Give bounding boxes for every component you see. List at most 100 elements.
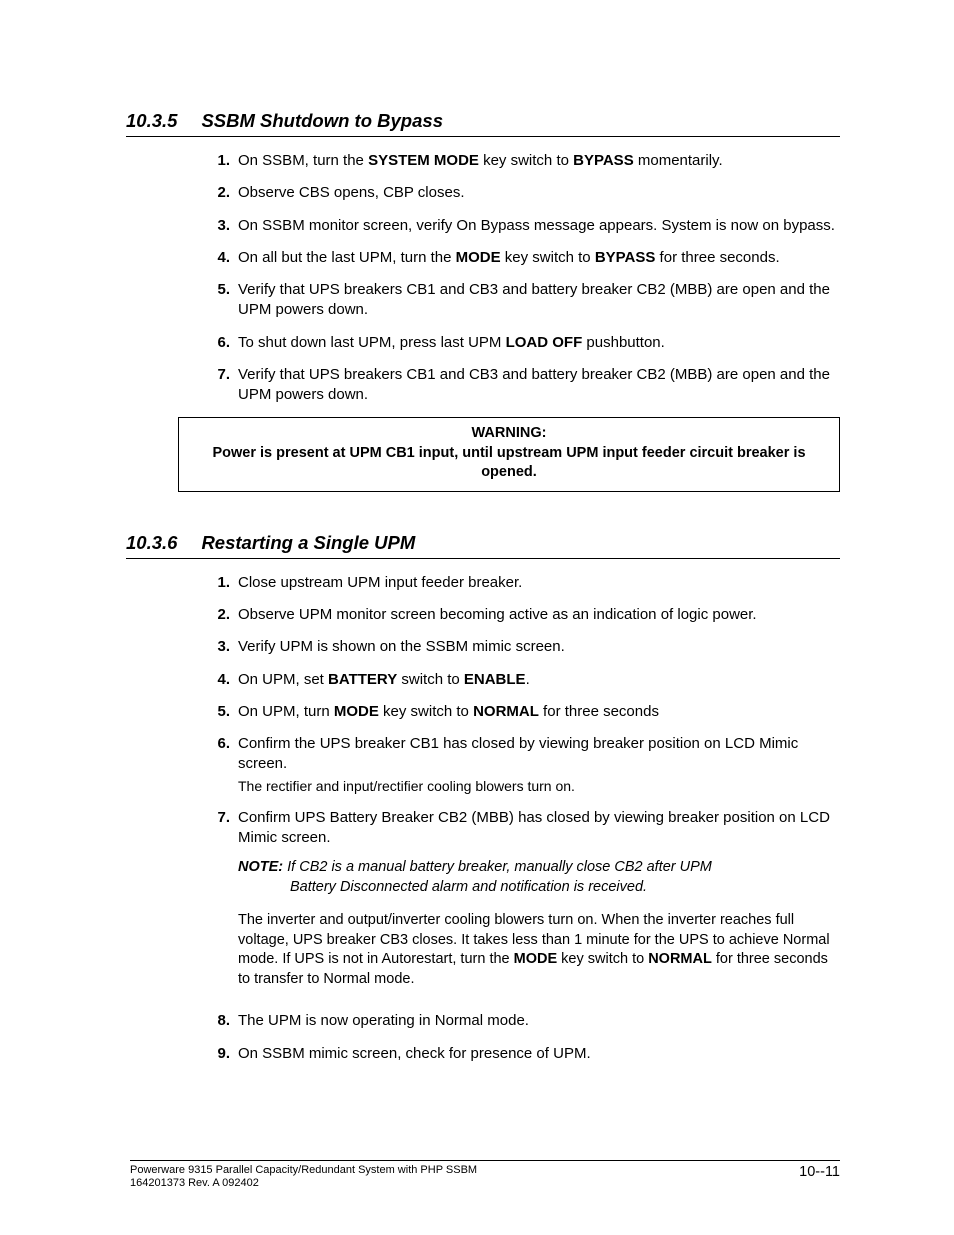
text-run: On UPM, turn [238,703,334,720]
item-text: Observe UPM monitor screen becoming acti… [238,605,840,625]
item-text: On UPM, turn MODE key switch to NORMAL f… [238,702,840,722]
section-heading-2: 10.3.6 Restarting a Single UPM [126,532,840,559]
item-text: On UPM, set BATTERY switch to ENABLE. [238,670,840,690]
text-run: NORMAL [648,951,712,967]
text-run: momentarily. [634,152,723,169]
text-run: On SSBM mimic screen, check for presence… [238,1045,591,1062]
section-number-1: 10.3.5 [126,110,177,132]
text-run: for three seconds [539,703,659,720]
text-run: Confirm UPS Battery Breaker CB2 (MBB) ha… [238,809,830,846]
text-run: On UPM, set [238,671,328,688]
section-number-2: 10.3.6 [126,532,177,554]
text-run: On all but the last UPM, turn the [238,249,456,266]
text-run: BATTERY [328,671,397,688]
item-number: 7. [206,365,230,406]
list-item: 4. On all but the last UPM, turn the MODE… [206,248,840,268]
item-number: 5. [206,280,230,321]
item-number: 6. [206,333,230,353]
item-subtext: The rectifier and input/rectifier coolin… [238,777,840,796]
item-text: The UPM is now operating in Normal mode. [238,1011,840,1031]
item-number: 3. [206,637,230,657]
text-run: key switch to [501,249,595,266]
item-number: 2. [206,605,230,625]
text-run: LOAD OFF [506,334,583,351]
text-run: Close upstream UPM input feeder breaker. [238,574,522,591]
list-item: 5. On UPM, turn MODE key switch to NORMAL… [206,702,840,722]
item-text: On SSBM, turn the SYSTEM MODE key switch… [238,151,840,171]
item-text: Verify UPM is shown on the SSBM mimic sc… [238,637,840,657]
text-run: MODE [456,249,501,266]
list-item: 8. The UPM is now operating in Normal mod… [206,1011,840,1031]
item-number: 3. [206,216,230,236]
page-footer: Powerware 9315 Parallel Capacity/Redunda… [130,1160,840,1192]
item-text: On SSBM mimic screen, check for presence… [238,1044,840,1064]
item-text: Verify that UPS breakers CB1 and CB3 and… [238,280,840,321]
text-run: The UPM is now operating in Normal mode. [238,1012,529,1029]
list-item: 2. Observe UPM monitor screen becoming ac… [206,605,840,625]
list-item: 2. Observe CBS opens, CBP closes. [206,183,840,203]
item-number: 6. [206,734,230,795]
item-number: 8. [206,1011,230,1031]
item-number: 1. [206,151,230,171]
footer-page: 10--11 [799,1164,840,1180]
item-text: Close upstream UPM input feeder breaker. [238,573,840,593]
text-run: Observe CBS opens, CBP closes. [238,184,465,201]
item-number: 2. [206,183,230,203]
text-run: key switch to [379,703,473,720]
item-number: 9. [206,1044,230,1064]
text-run: pushbutton. [582,334,665,351]
text-run: switch to [397,671,464,688]
text-run: ENABLE [464,671,526,688]
text-run: . [526,671,530,688]
item-number: 7. [206,808,230,1000]
note-block: NOTE: If CB2 is a manual battery breaker… [238,858,840,897]
list-item: 9. On SSBM mimic screen, check for presen… [206,1044,840,1064]
text-run: Verify that UPS breakers CB1 and CB3 and… [238,281,830,318]
text-run: Verify UPM is shown on the SSBM mimic sc… [238,638,565,655]
item-text: To shut down last UPM, press last UPM LO… [238,333,840,353]
warning-title: WARNING: [197,424,821,444]
text-run: Verify that UPS breakers CB1 and CB3 and… [238,366,830,403]
item-paragraph: The inverter and output/inverter cooling… [238,911,840,989]
text-run: Observe UPM monitor screen becoming acti… [238,606,757,623]
note-line1: If CB2 is a manual battery breaker, manu… [283,859,712,875]
item-text: Observe CBS opens, CBP closes. [238,183,840,203]
list-item: 1. On SSBM, turn the SYSTEM MODE key swit… [206,151,840,171]
list-item: 6.Confirm the UPS breaker CB1 has closed… [206,734,840,795]
section-title-1: SSBM Shutdown to Bypass [201,110,443,131]
section-title-2: Restarting a Single UPM [201,532,415,553]
footer-line2: 164201373 Rev. A 092402 [130,1177,477,1191]
text-run: NORMAL [473,703,539,720]
item-number: 4. [206,248,230,268]
text-run: To shut down last UPM, press last UPM [238,334,506,351]
text-run: SYSTEM MODE [368,152,479,169]
text-run: key switch to [479,152,573,169]
text-run: for three seconds. [655,249,779,266]
list-item: 3. Verify UPM is shown on the SSBM mimic … [206,637,840,657]
warning-box: WARNING: Power is present at UPM CB1 inp… [178,417,840,492]
ordered-list-1: 1. On SSBM, turn the SYSTEM MODE key swit… [206,151,840,405]
item-text: Confirm the UPS breaker CB1 has closed b… [238,734,840,795]
list-item: 7.Confirm UPS Battery Breaker CB2 (MBB) … [206,808,840,1000]
footer-line1: Powerware 9315 Parallel Capacity/Redunda… [130,1164,477,1178]
text-run: key switch to [557,951,648,967]
text-run: On SSBM, turn the [238,152,368,169]
text-run: Confirm the UPS breaker CB1 has closed b… [238,735,798,772]
list-item: 1. Close upstream UPM input feeder breake… [206,573,840,593]
section-heading-1: 10.3.5 SSBM Shutdown to Bypass [126,110,840,137]
text-run: MODE [334,703,379,720]
list-item: 4.On UPM, set BATTERY switch to ENABLE. [206,670,840,690]
list-item: 7.Verify that UPS breakers CB1 and CB3 a… [206,365,840,406]
list-item: 3. On SSBM monitor screen, verify On Bypa… [206,216,840,236]
text-run: On SSBM monitor screen, verify On Bypass… [238,217,835,234]
text-run: BYPASS [573,152,634,169]
note-line2: Battery Disconnected alarm and notificat… [290,878,840,898]
item-number: 1. [206,573,230,593]
ordered-list-2: 1. Close upstream UPM input feeder breake… [206,573,840,1064]
item-number: 5. [206,702,230,722]
item-text: On SSBM monitor screen, verify On Bypass… [238,216,840,236]
text-run: BYPASS [595,249,656,266]
warning-pre: Power is present at UPM CB1 input, until [212,445,496,461]
warning-body: Power is present at UPM CB1 input, until… [197,444,821,483]
item-text: On all but the last UPM, turn the MODE k… [238,248,840,268]
